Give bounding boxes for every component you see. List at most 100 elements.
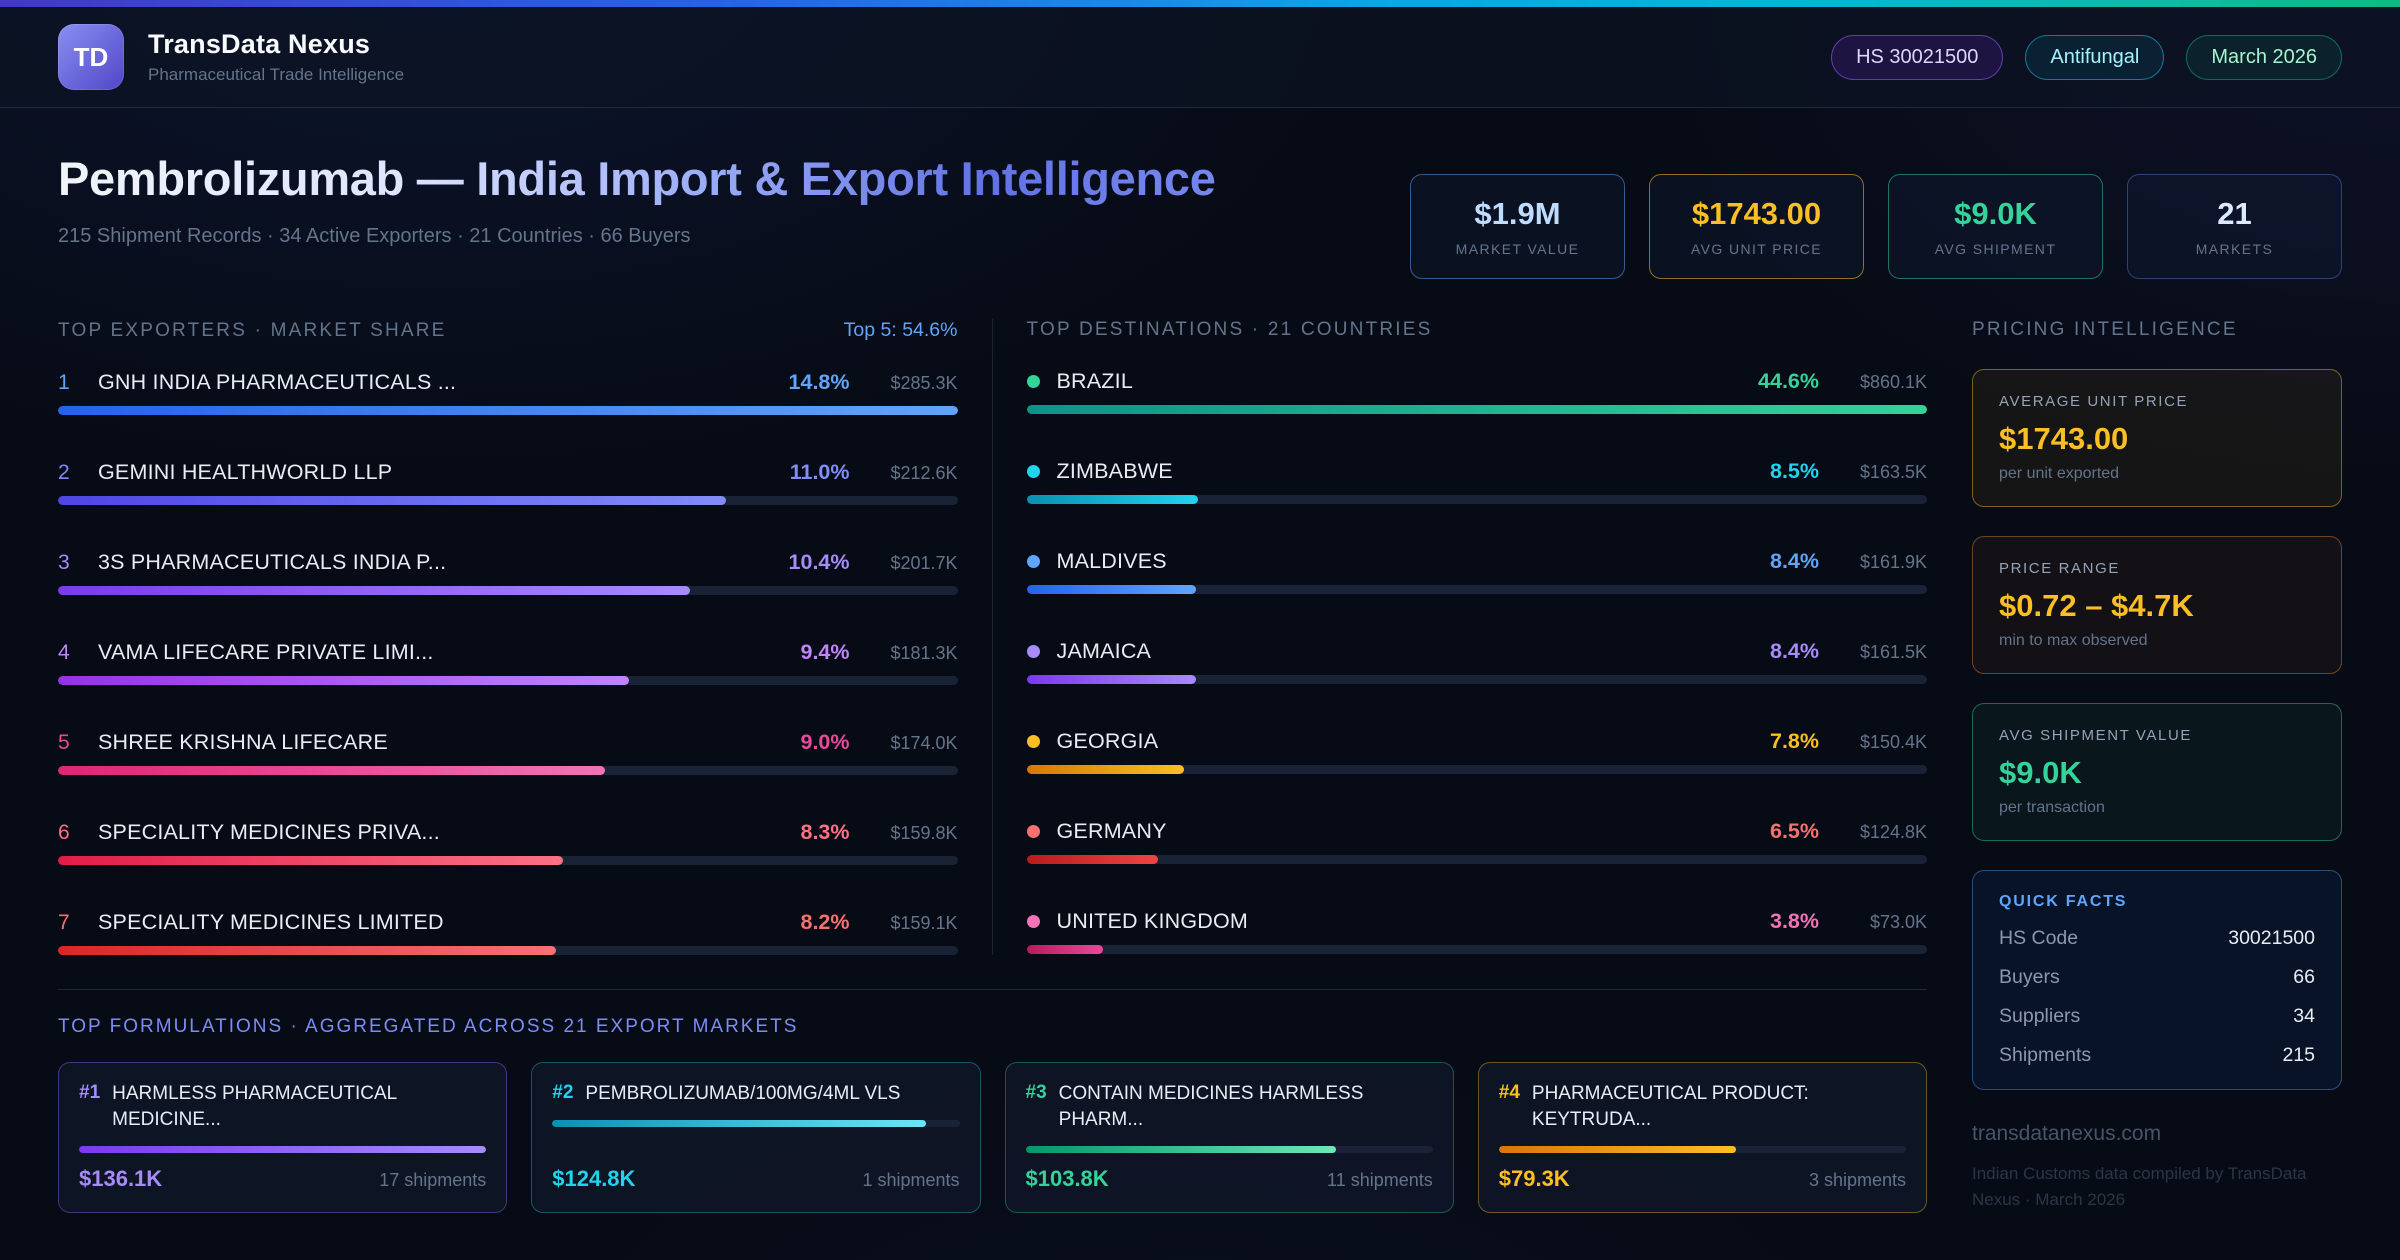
exporter-name: SPECIALITY MEDICINES LIMITED xyxy=(98,910,444,934)
exporter-rank: 2 xyxy=(58,461,70,484)
quick-fact-value: 66 xyxy=(2293,966,2315,988)
stat-cards: $1.9M MARKET VALUE $1743.00 AVG UNIT PRI… xyxy=(1410,174,2342,279)
exporter-value: $212.6K xyxy=(890,463,958,483)
exporters-title: TOP EXPORTERS · MARKET SHARE xyxy=(58,320,447,341)
pricing-card-sub: per unit exported xyxy=(1999,465,2120,482)
stat-label: MARKETS xyxy=(2195,241,2274,257)
quick-fact-value: 34 xyxy=(2293,1005,2315,1027)
accent-gradient-strip xyxy=(0,0,2400,7)
exporter-name: 3S PHARMACEUTICALS INDIA P... xyxy=(98,550,447,574)
site-link[interactable]: transdatanexus.com xyxy=(1972,1122,2162,1145)
header-badge[interactable]: March 2026 xyxy=(2186,34,2342,80)
stat-card: $1743.00 AVG UNIT PRICE xyxy=(1649,174,1864,279)
country-share: 7.8% xyxy=(1769,729,1819,753)
quick-fact-label: Buyers xyxy=(1999,966,2060,988)
country-share: 8.5% xyxy=(1769,459,1819,483)
exporter-bar-track xyxy=(58,496,958,505)
exporter-row[interactable]: 2 GEMINI HEALTHWORLD LLP 11.0% $212.6K xyxy=(58,460,958,505)
exporter-row[interactable]: 3 3S PHARMACEUTICALS INDIA P... 10.4% $2… xyxy=(58,550,958,595)
country-bar-track xyxy=(1026,765,1927,774)
destination-row[interactable]: JAMAICA 8.4% $161.5K xyxy=(1026,639,1927,684)
formulation-rank: #4 xyxy=(1498,1082,1520,1103)
formulation-card-top: #4 PHARMACEUTICAL PRODUCT: KEYTRUDA... xyxy=(1499,1081,1906,1133)
country-bar-fill xyxy=(1026,585,1196,594)
exporter-share: 11.0% xyxy=(789,460,850,484)
exporter-rank: 1 xyxy=(58,371,70,394)
exporter-row[interactable]: 4 VAMA LIFECARE PRIVATE LIMI... 9.4% $18… xyxy=(58,640,958,685)
formulation-bar-fill xyxy=(79,1145,487,1153)
quick-fact-value: 215 xyxy=(2282,1044,2315,1066)
exporter-row[interactable]: 7 SPECIALITY MEDICINES LIMITED 8.2% $159… xyxy=(58,910,958,955)
formulation-value: $136.1K xyxy=(79,1165,163,1191)
destination-row[interactable]: MALDIVES 8.4% $161.9K xyxy=(1026,549,1927,594)
exporter-bar-fill xyxy=(58,766,605,775)
pricing-card: PRICE RANGE $0.72 – $4.7K min to max obs… xyxy=(1972,536,2342,674)
destination-row[interactable]: BRAZIL 44.6% $860.1K xyxy=(1026,369,1927,414)
exporter-bar-track xyxy=(58,586,958,595)
exporter-name: SHREE KRISHNA LIFECARE xyxy=(98,730,388,754)
data-attribution: Indian Customs data compiled by TransDat… xyxy=(1972,1164,2307,1210)
formulation-shipments: 1 shipments xyxy=(862,1169,960,1190)
exporter-row-top: 5 SHREE KRISHNA LIFECARE 9.0% $174.0K xyxy=(58,730,958,755)
exporter-bar-track xyxy=(58,856,958,865)
country-value: $150.4K xyxy=(1859,732,1927,752)
formulation-card[interactable]: #3 CONTAIN MEDICINES HARMLESS PHARM... $… xyxy=(1004,1062,1454,1213)
exporters-list: 1 GNH INDIA PHARMACEUTICALS ... 14.8% $2… xyxy=(58,370,958,955)
destination-row[interactable]: UNITED KINGDOM 3.8% $73.0K xyxy=(1026,909,1927,954)
quick-fact-row: Shipments 215 xyxy=(1999,1044,2315,1067)
country-value: $73.0K xyxy=(1869,912,1927,932)
country-value: $163.5K xyxy=(1859,462,1927,482)
destination-row[interactable]: GERMANY 6.5% $124.8K xyxy=(1026,819,1927,864)
formulation-card[interactable]: #2 PEMBROLIZUMAB/100MG/4ML VLS $124.8K 1… xyxy=(531,1062,981,1213)
pricing-card: AVERAGE UNIT PRICE $1743.00 per unit exp… xyxy=(1972,369,2342,507)
quick-fact-row: Suppliers 34 xyxy=(1999,1005,2315,1028)
stat-value: 21 xyxy=(2217,196,2252,231)
country-name: GERMANY xyxy=(1056,819,1167,843)
exporters-top5-share: Top 5: 54.6% xyxy=(843,319,958,341)
pricing-card-label: AVG SHIPMENT VALUE xyxy=(1999,727,2193,744)
chart-columns: TOP EXPORTERS · MARKET SHARE Top 5: 54.6… xyxy=(58,319,1927,990)
exporter-row-top: 3 3S PHARMACEUTICALS INDIA P... 10.4% $2… xyxy=(58,550,958,575)
country-name: ZIMBABWE xyxy=(1056,459,1173,483)
brand-text: TransData Nexus Pharmaceutical Trade Int… xyxy=(148,29,404,85)
header-badge[interactable]: Antifungal xyxy=(2025,34,2165,80)
stat-value: $9.0K xyxy=(1954,196,2037,231)
stat-card: 21 MARKETS xyxy=(2127,174,2342,279)
destination-row[interactable]: GEORGIA 7.8% $150.4K xyxy=(1026,729,1927,774)
country-bar-track xyxy=(1026,405,1927,414)
country-share: 6.5% xyxy=(1769,819,1819,843)
country-color-dot xyxy=(1026,555,1040,568)
pricing-card-sub: per transaction xyxy=(1999,799,2105,816)
country-bar-fill xyxy=(1026,495,1199,504)
pricing-card-label: AVERAGE UNIT PRICE xyxy=(1999,393,2189,410)
country-color-dot xyxy=(1026,915,1040,928)
formulation-spacer xyxy=(552,1127,959,1153)
formulation-rank: #1 xyxy=(79,1082,101,1103)
formulation-bar-track xyxy=(79,1145,487,1153)
exporter-row[interactable]: 6 SPECIALITY MEDICINES PRIVA... 8.3% $15… xyxy=(58,820,958,865)
app-header: TD TransData Nexus Pharmaceutical Trade … xyxy=(0,7,2400,108)
exporter-row-top: 2 GEMINI HEALTHWORLD LLP 11.0% $212.6K xyxy=(58,460,958,485)
country-bar-track xyxy=(1026,675,1927,684)
exporter-row[interactable]: 5 SHREE KRISHNA LIFECARE 9.0% $174.0K xyxy=(58,730,958,775)
header-badge[interactable]: HS 30021500 xyxy=(1831,34,2004,80)
exporter-row-top: 4 VAMA LIFECARE PRIVATE LIMI... 9.4% $18… xyxy=(58,640,958,665)
exporter-rank: 4 xyxy=(58,641,70,664)
exporter-name: SPECIALITY MEDICINES PRIVA... xyxy=(98,820,440,844)
country-share: 44.6% xyxy=(1758,369,1819,393)
formulation-card[interactable]: #1 HARMLESS PHARMACEUTICAL MEDICINE... $… xyxy=(58,1062,508,1213)
formulation-shipments: 11 shipments xyxy=(1327,1169,1433,1190)
exporter-row[interactable]: 1 GNH INDIA PHARMACEUTICALS ... 14.8% $2… xyxy=(58,370,958,415)
exporter-bar-fill xyxy=(58,496,727,505)
exporter-rank: 3 xyxy=(58,551,70,574)
formulation-card[interactable]: #4 PHARMACEUTICAL PRODUCT: KEYTRUDA... $… xyxy=(1477,1062,1927,1213)
exporter-name: GEMINI HEALTHWORLD LLP xyxy=(98,460,393,484)
exporter-share: 8.2% xyxy=(800,910,850,934)
exporter-name: VAMA LIFECARE PRIVATE LIMI... xyxy=(98,640,434,664)
formulation-card-top: #3 CONTAIN MEDICINES HARMLESS PHARM... xyxy=(1026,1081,1433,1133)
formulation-value: $103.8K xyxy=(1025,1165,1109,1191)
country-name: MALDIVES xyxy=(1056,549,1167,573)
quick-fact-value: 30021500 xyxy=(2228,927,2315,949)
stat-value: $1743.00 xyxy=(1691,196,1822,231)
destination-row[interactable]: ZIMBABWE 8.5% $163.5K xyxy=(1026,459,1927,504)
